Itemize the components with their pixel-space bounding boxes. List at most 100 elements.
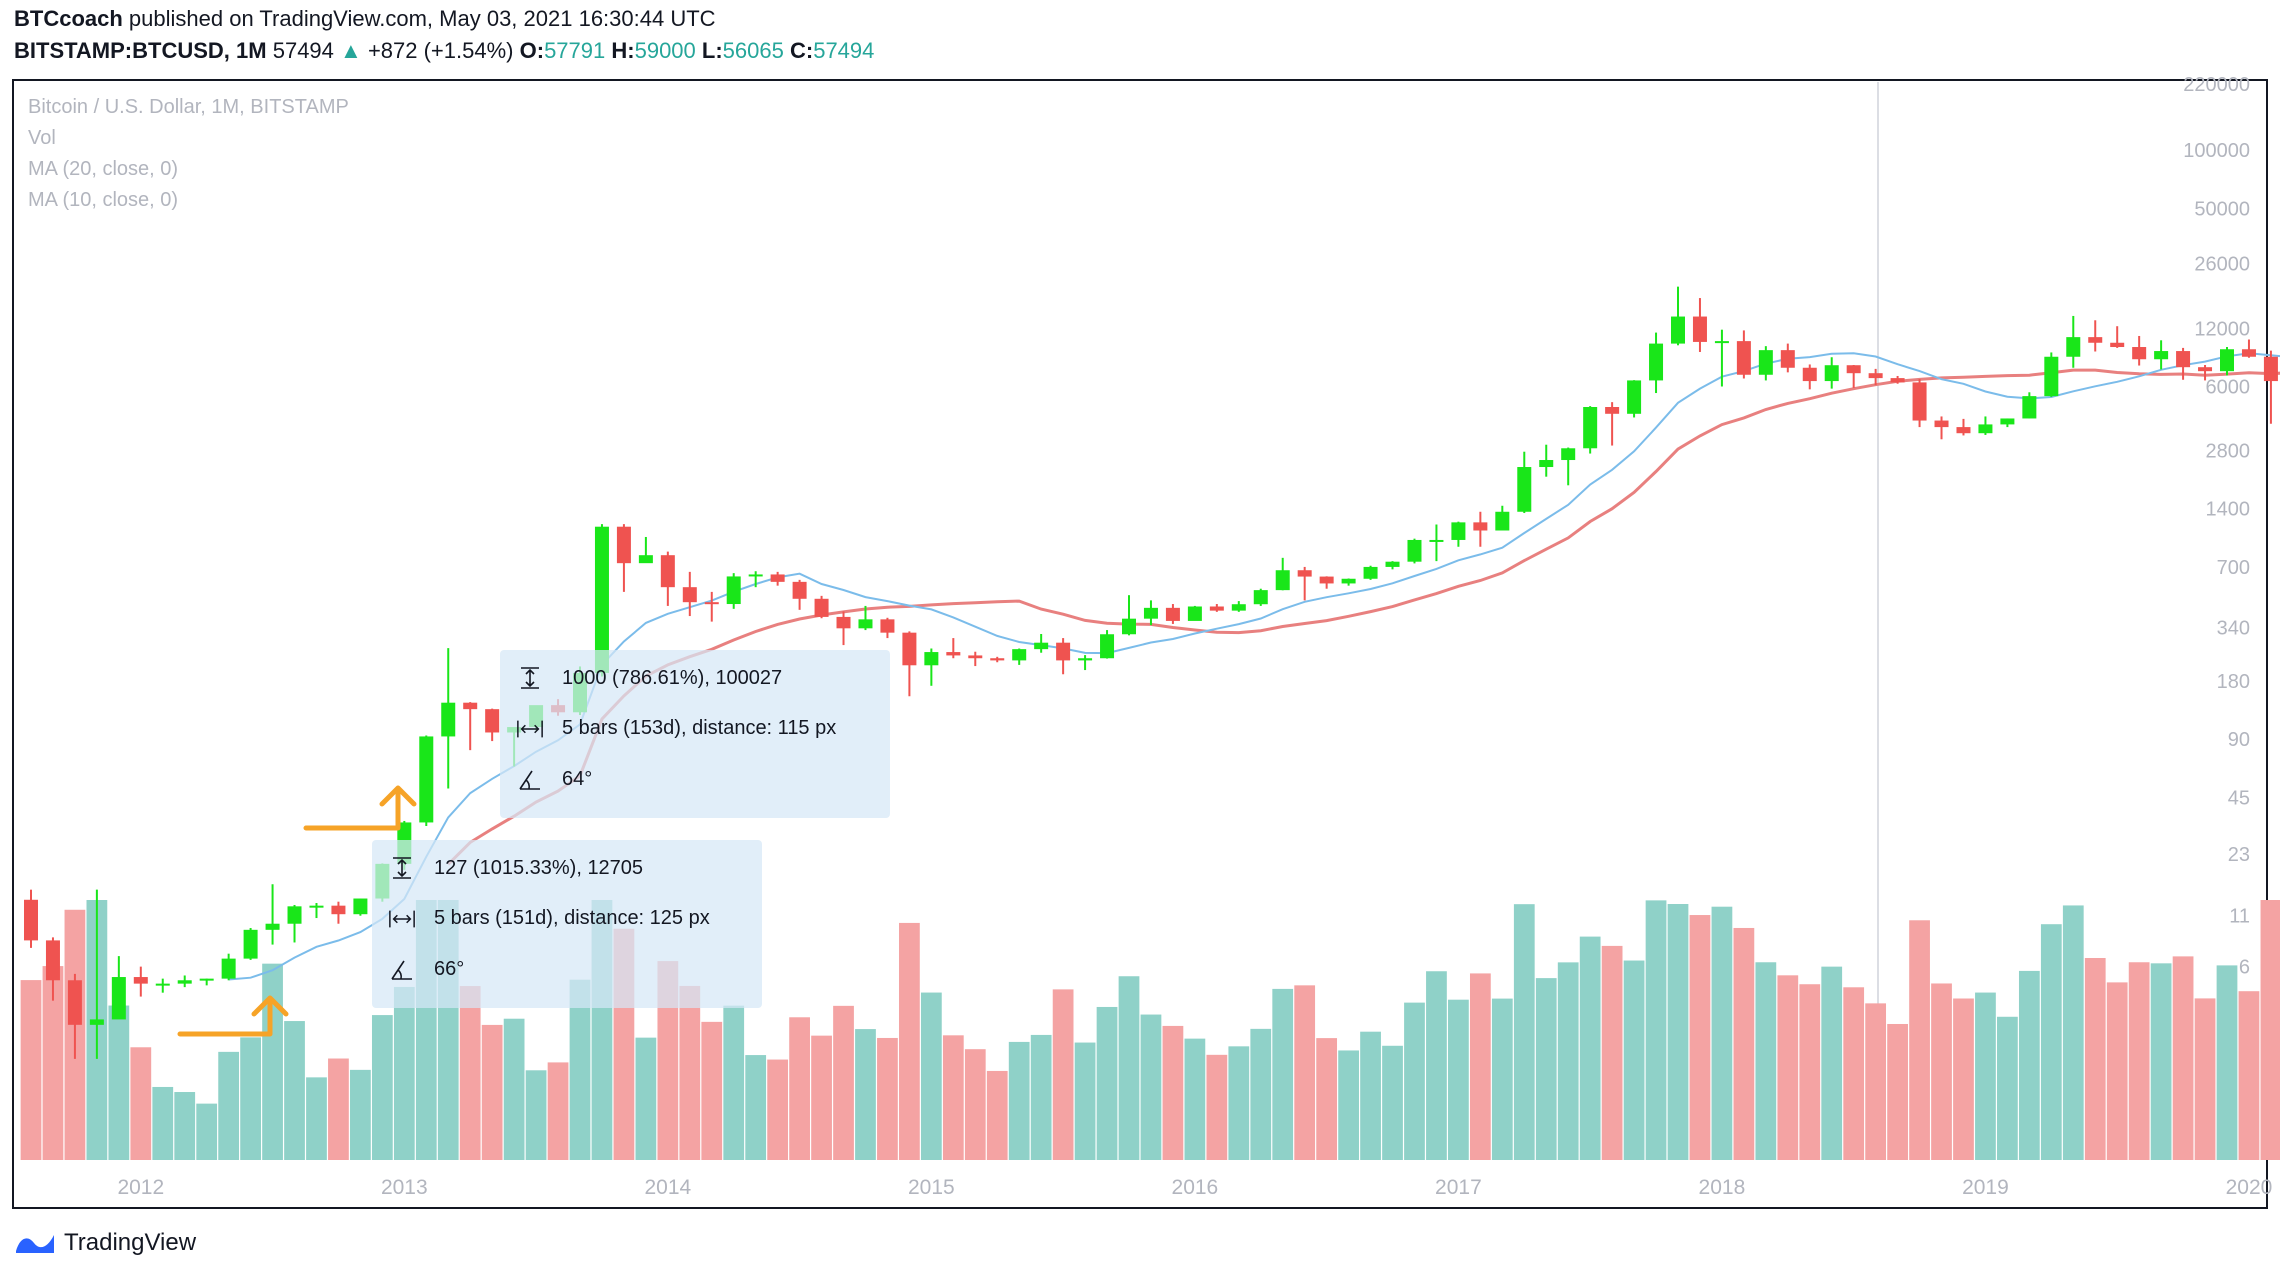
volume-bar	[986, 1070, 1008, 1160]
close-value: 57494	[813, 38, 875, 63]
candle-body	[1736, 341, 1751, 375]
publish-line: BTCcoach published on TradingView.com, M…	[14, 6, 716, 32]
orange-arrow-head	[251, 995, 289, 1017]
volume-bar	[1096, 1006, 1118, 1160]
volume-bar	[1953, 998, 1974, 1160]
volume-bar	[1338, 1050, 1359, 1160]
volume-bar	[1645, 900, 1667, 1160]
candle-body	[1473, 522, 1488, 531]
measure-box-top[interactable]: 1000 (786.61%), 100027 5 bars (153d), di…	[500, 650, 890, 818]
volume-bar	[2040, 924, 2062, 1160]
angle-icon	[516, 769, 544, 791]
symbol-name[interactable]: BITSTAMP:BTCUSD, 1M	[14, 38, 267, 63]
candle-body	[2263, 356, 2278, 382]
candle-body	[441, 702, 456, 737]
y-tick-label: 23	[2228, 844, 2250, 866]
y-tick-label: 50000	[2194, 198, 2250, 220]
volume-bar	[218, 1051, 240, 1160]
legend-vol[interactable]: Vol	[28, 127, 56, 149]
volume-bar	[2062, 905, 2084, 1160]
low-label: L:	[701, 38, 723, 63]
candle-body	[1253, 590, 1268, 605]
orange-arrow	[177, 997, 273, 1037]
volume-bar	[1272, 988, 1294, 1160]
candle-body	[924, 652, 939, 666]
symbol-line: BITSTAMP:BTCUSD, 1M 57494 ▲ +872 (+1.54%…	[14, 38, 874, 64]
legend-ma20[interactable]: MA (20, close, 0)	[28, 158, 179, 180]
volume-bar	[1404, 1002, 1425, 1160]
candle-body	[704, 602, 719, 605]
volume-bar	[1733, 927, 1755, 1160]
candle-body	[2088, 337, 2103, 343]
volume-bar	[1513, 904, 1535, 1160]
volume-bar	[1294, 985, 1316, 1160]
legend-title[interactable]: Bitcoin / U.S. Dollar, 1M, BITSTAMP	[28, 96, 349, 118]
high-value: 59000	[634, 38, 696, 63]
y-tick-label: 45	[2228, 787, 2250, 809]
candle-body	[792, 581, 807, 599]
published-text: published on TradingView.com, May 03, 20…	[128, 6, 716, 31]
volume-bar	[1667, 903, 1689, 1160]
volume-bar	[2172, 956, 2194, 1160]
volume-bar	[811, 1035, 832, 1160]
candle-body	[726, 576, 741, 605]
x-tick-label: 2020	[2226, 1176, 2273, 1199]
open-value: 57791	[544, 38, 606, 63]
volume-bar	[1162, 1025, 1184, 1160]
price-range-text: 1000 (786.61%), 100027	[562, 666, 783, 689]
publisher-name[interactable]: BTCcoach	[14, 6, 123, 31]
candle-body	[1451, 522, 1466, 540]
candle-body	[177, 980, 192, 984]
candle-body	[2066, 337, 2081, 357]
candle-body	[660, 555, 675, 588]
candle-body	[968, 655, 983, 659]
candle-body	[309, 905, 324, 908]
volume-bar	[899, 922, 920, 1160]
open-label: O:	[519, 38, 545, 63]
footer-brand[interactable]: TradingView	[14, 1229, 196, 1257]
candle-body	[2220, 349, 2234, 372]
bars-range-text: 5 bars (153d), distance: 115 px	[562, 717, 837, 739]
volume-bar	[2238, 991, 2260, 1160]
volume-bar	[262, 963, 283, 1160]
candle-body	[89, 1019, 104, 1025]
bars-range-icon	[516, 718, 544, 740]
volume-bar	[1184, 1038, 1206, 1160]
candle-body	[1692, 316, 1707, 342]
volume-bar	[2128, 962, 2150, 1160]
candle-body	[1122, 618, 1136, 635]
candle-body	[1429, 539, 1444, 542]
candle-body	[1231, 604, 1246, 611]
volume-bar	[196, 1103, 218, 1160]
volume-bar	[1997, 1016, 2018, 1160]
candle-body	[1275, 570, 1290, 591]
volume-bar	[657, 961, 679, 1160]
volume-bar	[459, 986, 481, 1160]
volume-bar	[569, 979, 591, 1160]
candle-body	[682, 587, 697, 603]
volume-bar	[503, 1018, 525, 1160]
candle-body	[748, 574, 763, 577]
volume-bar	[2084, 958, 2106, 1160]
legend-ma10[interactable]: MA (10, close, 0)	[28, 189, 179, 211]
orange-arrow	[303, 787, 401, 831]
y-tick-label: 12000	[2194, 318, 2250, 340]
candle-body	[594, 526, 609, 673]
candle-body	[1583, 407, 1598, 449]
candle-body	[1143, 607, 1158, 619]
x-tick-label: 2016	[1172, 1176, 1219, 1199]
volume-bar	[767, 1059, 789, 1160]
candle-body	[1209, 606, 1224, 611]
volume-bar	[1975, 992, 1996, 1160]
volume-bar	[2150, 963, 2172, 1160]
volume-bar	[2194, 998, 2216, 1160]
candle-body	[1341, 578, 1356, 584]
volume-bar	[1360, 1031, 1381, 1160]
candle-body	[1956, 427, 1971, 434]
y-tick-label: 1400	[2206, 499, 2251, 521]
volume-bar	[1118, 976, 1140, 1160]
measure-box-bottom[interactable]: 127 (1015.33%), 12705 5 bars (151d), dis…	[372, 840, 762, 1008]
volume-bar	[1426, 971, 1447, 1160]
angle-text: 64°	[562, 768, 593, 790]
